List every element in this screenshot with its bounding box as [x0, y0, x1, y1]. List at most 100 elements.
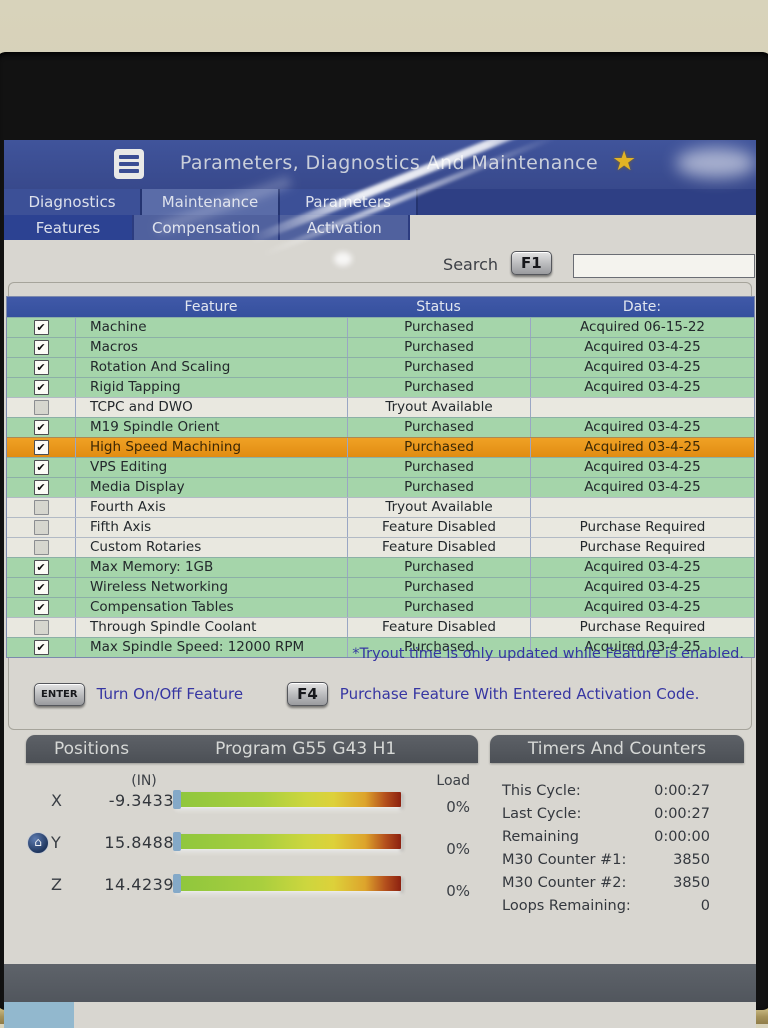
- table-row[interactable]: ✔ Rotation And Scaling Purchased Acquired 0…: [7, 357, 754, 377]
- favorite-star-icon[interactable]: ★: [612, 146, 637, 177]
- feature-checkbox[interactable]: [33, 620, 49, 635]
- table-row[interactable]: ✔ Macros Purchased Acquired 03-4-25: [7, 337, 754, 357]
- feature-status: Purchased: [347, 578, 530, 597]
- table-row[interactable]: ✔ Max Spindle Speed: 12000 RPM Purchased Ac…: [7, 637, 754, 657]
- feature-checkbox[interactable]: ✔: [33, 580, 49, 595]
- feature-date: Acquired 03-4-25: [530, 558, 754, 577]
- feature-date: Acquired 03-4-25: [530, 418, 754, 437]
- feature-checkbox[interactable]: ✔: [33, 380, 49, 395]
- feature-name: Fourth Axis: [75, 498, 347, 517]
- axis-load-meter: [173, 832, 401, 851]
- feature-checkbox[interactable]: ✔: [33, 440, 49, 455]
- feature-name: M19 Spindle Orient: [75, 418, 347, 437]
- feature-checkbox[interactable]: ✔: [33, 600, 49, 615]
- feature-checkbox[interactable]: ✔: [33, 560, 49, 575]
- action-label: Purchase Feature With Entered Activation…: [339, 685, 700, 703]
- axis-position-value: 15.8488: [104, 833, 174, 852]
- axis-row-z: Z 14.4239 0%: [26, 874, 478, 900]
- table-row[interactable]: ✔ Wireless Networking Purchased Acquired 03…: [7, 577, 754, 597]
- tab-activation[interactable]: Activation: [280, 215, 411, 240]
- feature-date: Acquired 03-4-25: [530, 338, 754, 357]
- feature-name: VPS Editing: [75, 458, 347, 477]
- feature-name: Rigid Tapping: [75, 378, 347, 397]
- timer-row: Remaining 0:00:00: [490, 829, 744, 849]
- feature-date: Acquired 03-4-25: [530, 358, 754, 377]
- feature-checkbox[interactable]: ✔: [33, 320, 49, 335]
- axis-label: Z: [51, 875, 62, 894]
- feature-checkbox[interactable]: ✔: [33, 640, 49, 655]
- menu-icon[interactable]: [114, 149, 144, 179]
- feature-checkbox[interactable]: [33, 400, 49, 415]
- tab-parameters[interactable]: Parameters: [280, 189, 418, 215]
- feature-checkbox[interactable]: ✔: [33, 340, 49, 355]
- feature-status: Purchased: [347, 338, 530, 357]
- timer-row: Last Cycle: 0:00:27: [490, 806, 744, 826]
- axis-load-meter: [173, 790, 401, 809]
- enter-key[interactable]: ENTER: [34, 682, 85, 706]
- table-row[interactable]: ✔ Rigid Tapping Purchased Acquired 03-4-25: [7, 377, 754, 397]
- feature-name: Macros: [75, 338, 347, 357]
- units-label: (IN): [131, 773, 157, 789]
- table-row[interactable]: Fourth Axis Tryout Available: [7, 497, 754, 517]
- tryout-note: *Tryout time is only updated while Featu…: [352, 646, 744, 662]
- table-row[interactable]: ✔ Max Memory: 1GB Purchased Acquired 03-4-2…: [7, 557, 754, 577]
- table-row[interactable]: ✔ Machine Purchased Acquired 06-15-22: [7, 317, 754, 337]
- feature-name: Machine: [75, 318, 347, 337]
- feature-checkbox[interactable]: [33, 500, 49, 515]
- feature-status: Feature Disabled: [347, 618, 530, 637]
- tab-compensation[interactable]: Compensation: [134, 215, 281, 240]
- feature-date: Acquired 03-4-25: [530, 458, 754, 477]
- home-icon: ⌂: [27, 832, 49, 854]
- feature-status: Purchased: [347, 358, 530, 377]
- f4-key[interactable]: F4: [287, 682, 328, 706]
- table-row[interactable]: Fifth Axis Feature Disabled Purchase Requi…: [7, 517, 754, 537]
- feature-checkbox[interactable]: [33, 520, 49, 535]
- feature-checkbox[interactable]: ✔: [33, 480, 49, 495]
- feature-checkbox[interactable]: ✔: [33, 460, 49, 475]
- search-input[interactable]: [573, 254, 755, 278]
- tab-maintenance[interactable]: Maintenance: [142, 189, 280, 215]
- feature-name: Compensation Tables: [75, 598, 347, 617]
- feature-status: Purchased: [347, 438, 530, 457]
- screen: Parameters, Diagnostics And Maintenance …: [4, 140, 756, 1028]
- bottom-left-indicator: [4, 1002, 74, 1028]
- tab-features[interactable]: Features: [4, 215, 134, 240]
- feature-date: Acquired 03-4-25: [530, 478, 754, 497]
- timer-label: This Cycle:: [502, 783, 581, 799]
- action-label: Turn On/Off Feature: [96, 685, 244, 703]
- timer-value: 0:00:27: [654, 806, 710, 822]
- checkbox-column-header: [7, 297, 75, 317]
- action-hint: F4 Purchase Feature With Entered Activati…: [287, 682, 699, 706]
- timers-header: Timers And Counters: [490, 735, 744, 763]
- table-header: Feature Status Date:: [7, 297, 754, 317]
- feature-name: High Speed Machining: [75, 438, 347, 457]
- table-row[interactable]: ✔ M19 Spindle Orient Purchased Acquired 03-…: [7, 417, 754, 437]
- axis-row-x: X -9.3433 0%: [26, 790, 478, 816]
- table-row[interactable]: ✔ Compensation Tables Purchased Acquired 03…: [7, 597, 754, 617]
- meter-notch: [173, 790, 181, 809]
- secondary-tab-bar: Features Compensation Activation: [4, 215, 756, 240]
- axis-load-percent: 0%: [446, 840, 470, 858]
- table-row[interactable]: Through Spindle Coolant Feature Disabled P…: [7, 617, 754, 637]
- f1-key[interactable]: F1: [511, 251, 552, 275]
- table-row[interactable]: Custom Rotaries Feature Disabled Purchase …: [7, 537, 754, 557]
- status-column-header: Status: [416, 299, 461, 315]
- feature-date: Acquired 03-4-25: [530, 578, 754, 597]
- feature-checkbox[interactable]: [33, 540, 49, 555]
- feature-name: Wireless Networking: [75, 578, 347, 597]
- table-row[interactable]: TCPC and DWO Tryout Available: [7, 397, 754, 417]
- program-label: Program G55 G43 H1: [215, 739, 397, 759]
- feature-checkbox[interactable]: ✔: [33, 420, 49, 435]
- feature-name: Max Spindle Speed: 12000 RPM: [75, 638, 347, 657]
- table-row[interactable]: ✔ VPS Editing Purchased Acquired 03-4-25: [7, 457, 754, 477]
- feature-status: Feature Disabled: [347, 518, 530, 537]
- timer-value: 0:00:27: [654, 783, 710, 799]
- timer-value: 3850: [673, 852, 710, 868]
- feature-status: Purchased: [347, 378, 530, 397]
- table-row[interactable]: ✔ High Speed Machining Purchased Acquired 0…: [7, 437, 754, 457]
- feature-checkbox[interactable]: ✔: [33, 360, 49, 375]
- feature-status: Purchased: [347, 458, 530, 477]
- tab-diagnostics[interactable]: Diagnostics: [4, 189, 142, 215]
- action-hint: ENTER Turn On/Off Feature: [34, 682, 244, 706]
- table-row[interactable]: ✔ Media Display Purchased Acquired 03-4-25: [7, 477, 754, 497]
